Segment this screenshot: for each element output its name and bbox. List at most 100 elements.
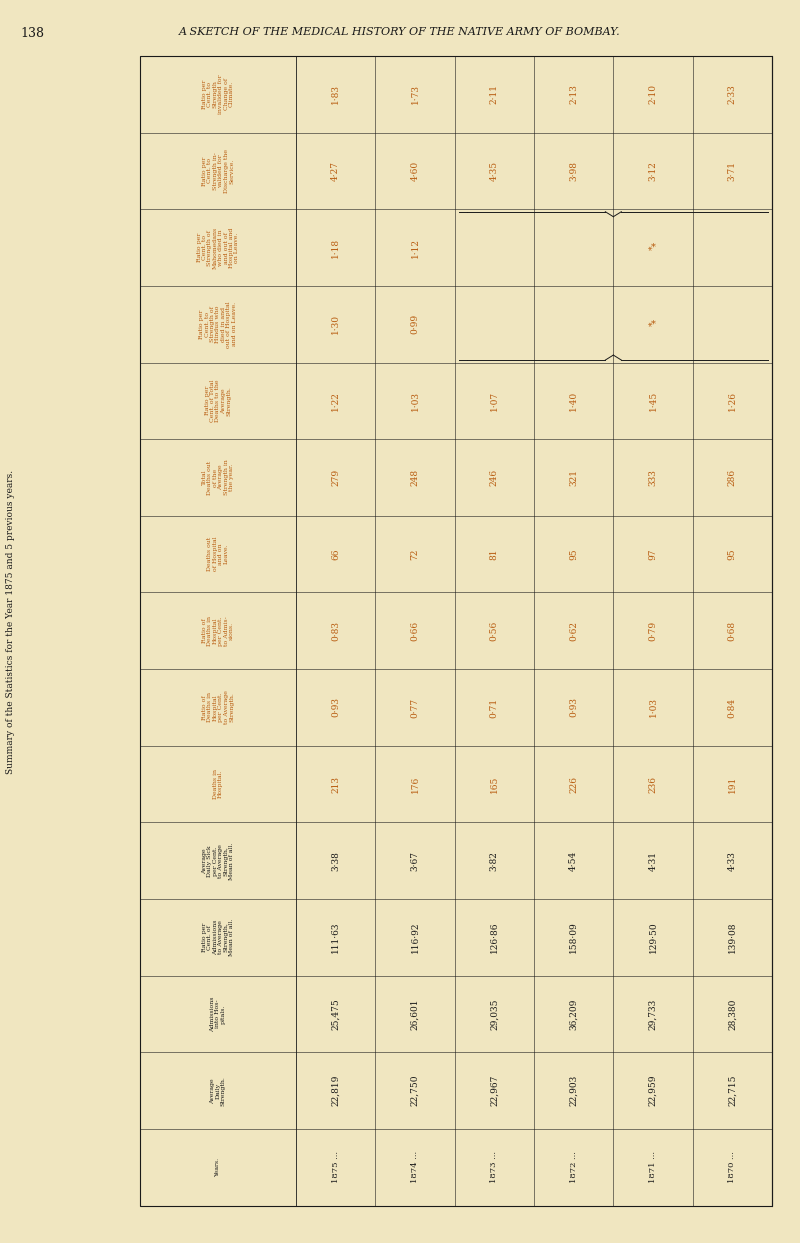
Text: Ratio per
Cent. to
Strength
invalided for
Change of
Climate.: Ratio per Cent. to Strength invalided fo…	[202, 75, 234, 114]
Text: Ratio of
Deaths in
Hospital
per Cent.
to Admis-
sions.: Ratio of Deaths in Hospital per Cent. to…	[202, 615, 234, 646]
Text: 0·79: 0·79	[649, 620, 658, 641]
Text: 1·18: 1·18	[331, 237, 340, 257]
Text: 0·93: 0·93	[331, 697, 340, 717]
Text: 333: 333	[649, 469, 658, 486]
Text: 22,959: 22,959	[649, 1075, 658, 1106]
Text: Ratio per
Cent. to
Strength of
Hindus who
died in and
out of Hospital
and on Lea: Ratio per Cent. to Strength of Hindus wh…	[199, 301, 237, 348]
Text: 191: 191	[728, 776, 737, 793]
Text: 1873 ...: 1873 ...	[490, 1151, 498, 1183]
Text: 0·68: 0·68	[728, 620, 737, 641]
Text: Ratio of
Deaths in
Hospital
per Cent.
to Average
Strength.: Ratio of Deaths in Hospital per Cent. to…	[202, 691, 234, 725]
Text: 1·22: 1·22	[331, 392, 340, 410]
Text: 236: 236	[649, 776, 658, 793]
Text: Total
Deaths out
of the
Average
Strength in
the year.: Total Deaths out of the Average Strength…	[202, 460, 234, 496]
Text: 176: 176	[410, 776, 419, 793]
Text: 2·10: 2·10	[649, 85, 658, 104]
Text: 22,903: 22,903	[569, 1075, 578, 1106]
Text: 1872 ...: 1872 ...	[570, 1151, 578, 1183]
Text: 1874 ...: 1874 ...	[411, 1151, 419, 1183]
Text: 1·45: 1·45	[649, 390, 658, 411]
Text: 4·31: 4·31	[649, 850, 658, 871]
Text: Admissions
into Hos-
pitals.: Admissions into Hos- pitals.	[210, 997, 226, 1032]
Text: *: *	[649, 322, 658, 327]
Text: 1·73: 1·73	[410, 85, 419, 104]
Text: A SKETCH OF THE MEDICAL HISTORY OF THE NATIVE ARMY OF BOMBAY.: A SKETCH OF THE MEDICAL HISTORY OF THE N…	[179, 27, 621, 37]
Text: 213: 213	[331, 776, 340, 793]
Text: 3·38: 3·38	[331, 851, 340, 870]
Text: 4·33: 4·33	[728, 851, 737, 870]
Text: Average
Daily
Strength.: Average Daily Strength.	[210, 1075, 226, 1106]
Text: Summary of the Statistics for the Year 1875 and 5 previous years.: Summary of the Statistics for the Year 1…	[6, 470, 15, 773]
Text: *: *	[650, 319, 655, 328]
Text: 29,035: 29,035	[490, 998, 499, 1030]
Text: 2·11: 2·11	[490, 85, 499, 104]
Text: 97: 97	[649, 548, 658, 559]
Text: 0·56: 0·56	[490, 620, 499, 641]
Text: 2·13: 2·13	[569, 85, 578, 104]
Text: *: *	[650, 244, 655, 252]
Text: 26,601: 26,601	[410, 998, 419, 1030]
Text: 0·77: 0·77	[410, 697, 419, 717]
Text: Ratio per
Cent. of Total
Deaths to the
Average
Strength.: Ratio per Cent. of Total Deaths to the A…	[205, 379, 231, 423]
Text: 1·30: 1·30	[331, 314, 340, 334]
Text: 226: 226	[569, 776, 578, 793]
Text: 0·71: 0·71	[490, 697, 499, 717]
Text: 1871 ...: 1871 ...	[649, 1151, 657, 1183]
Text: 95: 95	[569, 548, 578, 561]
Text: 158·09: 158·09	[569, 921, 578, 953]
Text: Deaths in
Hospital.: Deaths in Hospital.	[213, 769, 223, 799]
Text: 28,380: 28,380	[728, 998, 737, 1029]
Text: 286: 286	[728, 469, 737, 486]
Text: 0·93: 0·93	[569, 697, 578, 717]
Text: *: *	[649, 245, 658, 250]
Text: 95: 95	[728, 548, 737, 561]
Text: 1·03: 1·03	[410, 390, 419, 411]
Text: 25,475: 25,475	[331, 998, 340, 1030]
Text: Years.: Years.	[215, 1157, 221, 1177]
Text: 248: 248	[410, 469, 419, 486]
Text: Ratio per
Cent. to
Strength of
Mahomedans
who died in
and out of
Hospital and
on: Ratio per Cent. to Strength of Mahomedan…	[197, 226, 239, 268]
Text: 4·54: 4·54	[569, 850, 578, 871]
Text: 0·66: 0·66	[410, 620, 419, 641]
Text: 126·86: 126·86	[490, 921, 499, 953]
Text: 1870 ...: 1870 ...	[728, 1151, 736, 1183]
Text: 72: 72	[410, 548, 419, 559]
Text: 1·03: 1·03	[649, 697, 658, 717]
Text: 0·99: 0·99	[410, 314, 419, 334]
Bar	[140, 56, 772, 1206]
Text: 36,209: 36,209	[569, 998, 578, 1029]
Text: 3·82: 3·82	[490, 851, 499, 870]
Text: 3·12: 3·12	[649, 162, 658, 180]
Text: 66: 66	[331, 548, 340, 559]
Text: 1·40: 1·40	[569, 390, 578, 411]
Text: 4·35: 4·35	[490, 160, 499, 181]
Text: 22,967: 22,967	[490, 1075, 499, 1106]
Text: 22,750: 22,750	[410, 1075, 419, 1106]
Text: Ratio per
Cent. of
Admissions
to Average
Strength,
Mean of all.: Ratio per Cent. of Admissions to Average…	[202, 919, 234, 956]
Text: 1·83: 1·83	[331, 85, 340, 104]
Text: 165: 165	[490, 776, 499, 793]
Text: 22,819: 22,819	[331, 1075, 340, 1106]
Text: 116·92: 116·92	[410, 921, 419, 953]
Text: 139·08: 139·08	[728, 921, 737, 953]
Text: 3·71: 3·71	[728, 160, 737, 181]
Text: 2·33: 2·33	[728, 85, 737, 104]
Text: 29,733: 29,733	[649, 998, 658, 1029]
Text: 129·50: 129·50	[649, 921, 658, 953]
Text: 81: 81	[490, 548, 499, 559]
Text: 138: 138	[20, 27, 44, 40]
Text: 4·60: 4·60	[410, 160, 419, 181]
Text: 1875 ...: 1875 ...	[332, 1151, 340, 1183]
Text: 0·83: 0·83	[331, 620, 340, 641]
Text: 321: 321	[569, 469, 578, 486]
Text: Average
Daily Sick
per Cent.
to Average
Strength,
Mean of all.: Average Daily Sick per Cent. to Average …	[202, 842, 234, 880]
Text: 1·12: 1·12	[410, 237, 419, 257]
Text: 3·98: 3·98	[569, 160, 578, 181]
Text: Ratio per
Cent. to
Strength in-
valided for
Discharge the
Service.: Ratio per Cent. to Strength in- valided …	[202, 149, 234, 193]
Text: 246: 246	[490, 469, 499, 486]
Text: 1·07: 1·07	[490, 390, 499, 411]
Text: Deaths out
of Hospital
and on
Leave.: Deaths out of Hospital and on Leave.	[207, 537, 229, 572]
Text: 22,715: 22,715	[728, 1075, 737, 1106]
Text: 111·63: 111·63	[331, 921, 340, 953]
Text: 279: 279	[331, 469, 340, 486]
